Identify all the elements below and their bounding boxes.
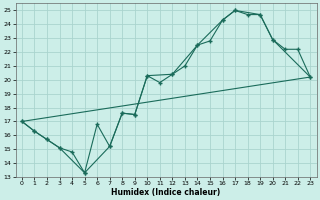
X-axis label: Humidex (Indice chaleur): Humidex (Indice chaleur) xyxy=(111,188,221,197)
